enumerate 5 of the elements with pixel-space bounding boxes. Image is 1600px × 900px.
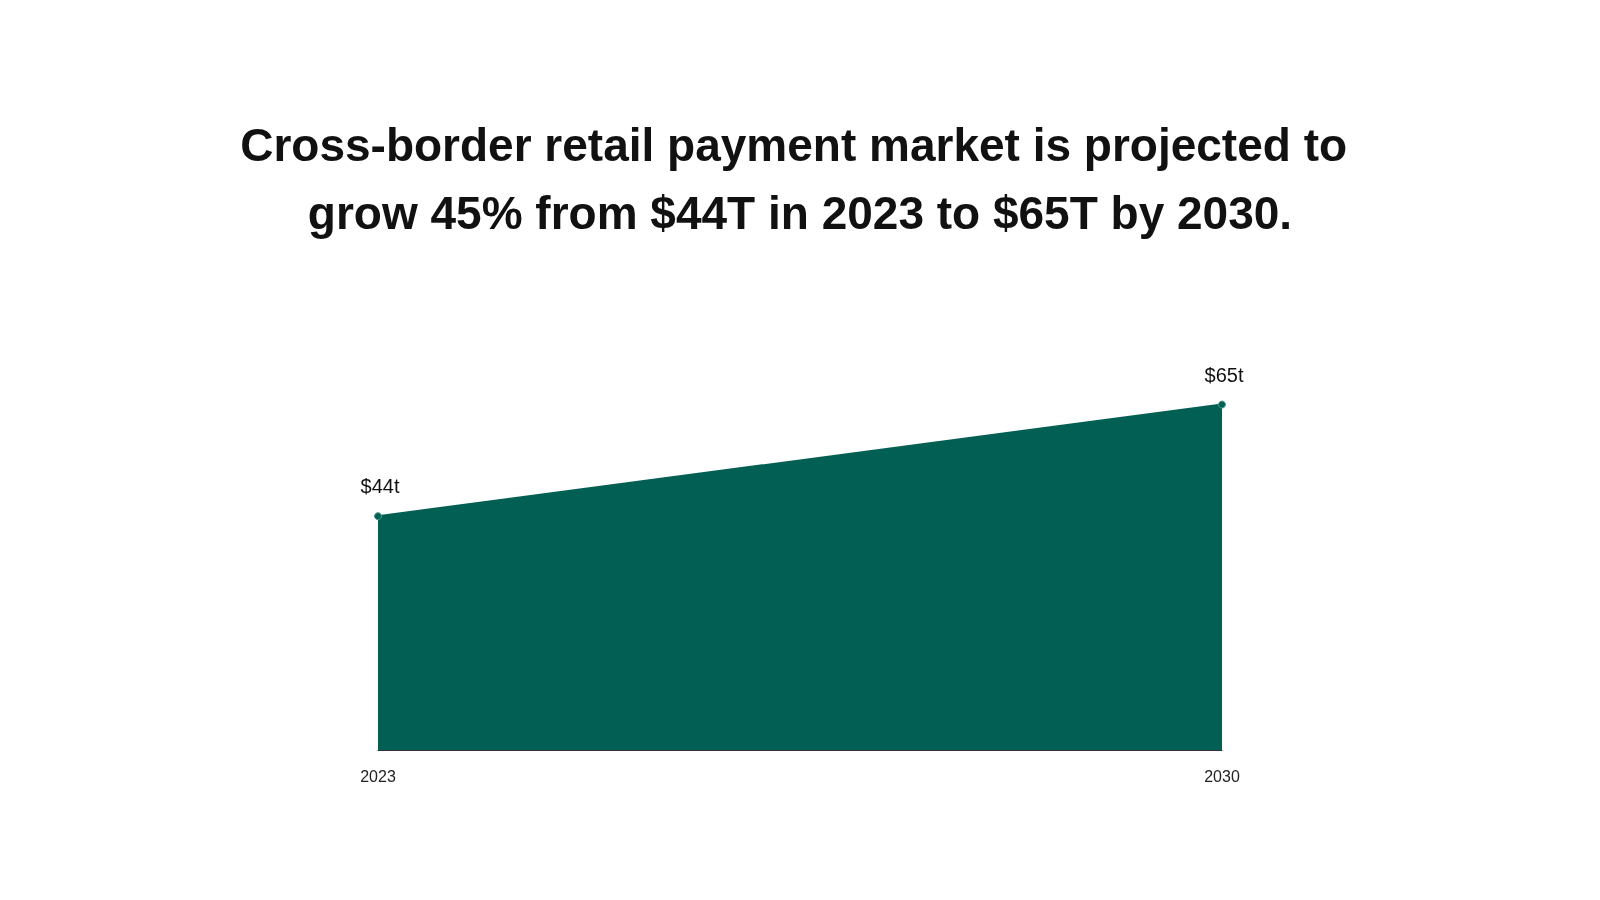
data-label: $65t [1204, 363, 1244, 386]
chart-title: Cross-border retail payment market is projected to grow 45% from $44T in 2023 to $65T by 2030. [240, 119, 1360, 239]
x-tick-label: 2023 [360, 767, 396, 785]
x-tick-label: 2030 [1204, 767, 1240, 785]
data-label: $44t [360, 475, 400, 498]
